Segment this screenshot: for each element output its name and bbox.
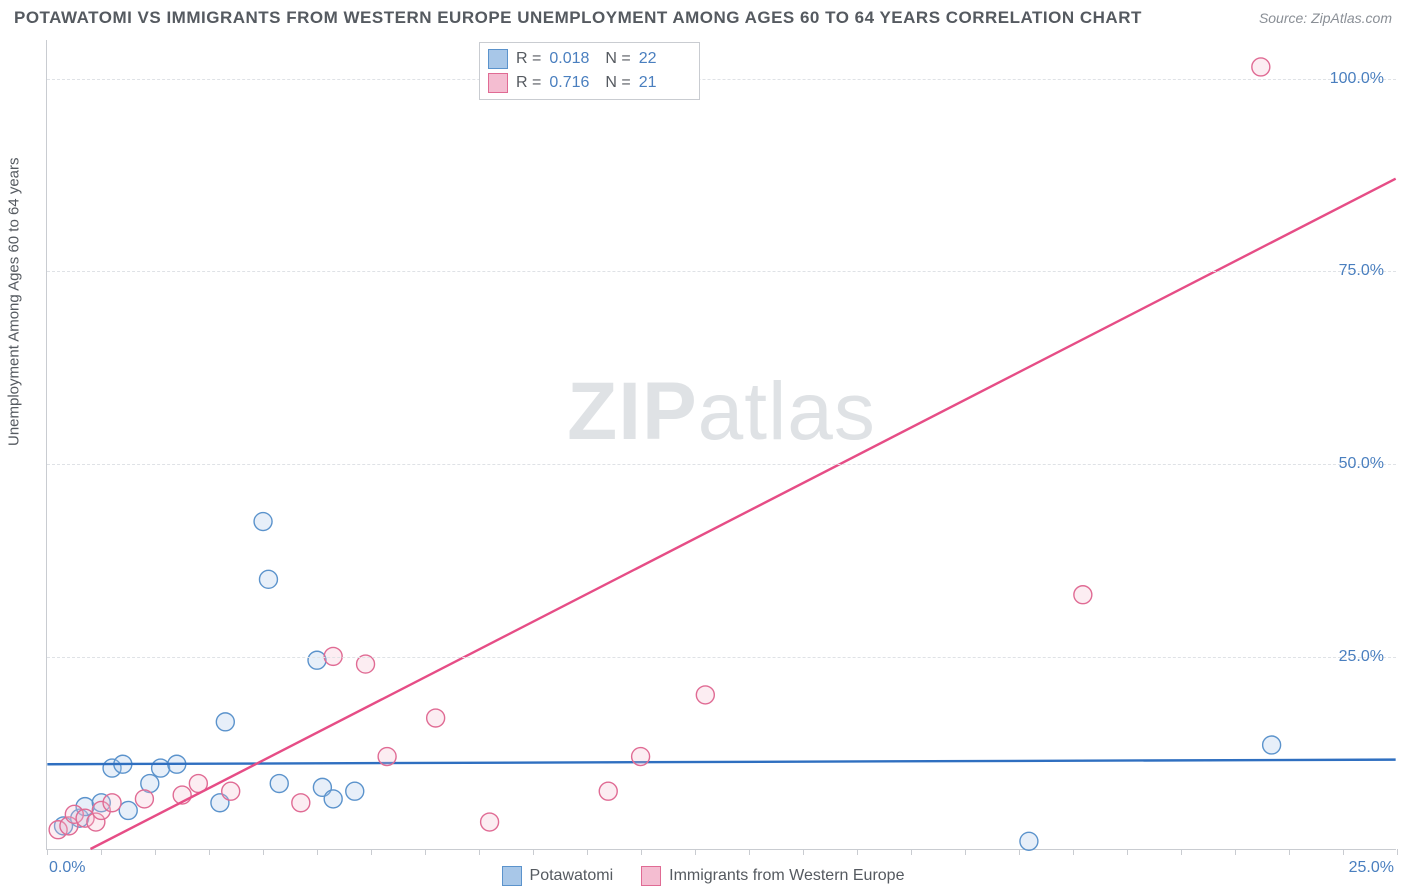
data-point-immigrants (292, 794, 310, 812)
x-tick (263, 849, 264, 855)
data-point-potawatomi (216, 713, 234, 731)
legend-label-immigrants: Immigrants from Western Europe (669, 867, 904, 885)
stats-legend: R = 0.018 N = 22 R = 0.716 N = 21 (479, 42, 700, 100)
data-point-potawatomi (1020, 832, 1038, 850)
data-point-potawatomi (346, 782, 364, 800)
data-point-immigrants (427, 709, 445, 727)
trendline-immigrants (90, 179, 1395, 849)
x-tick (47, 849, 48, 855)
x-tick (1073, 849, 1074, 855)
x-tick (101, 849, 102, 855)
stats-row-potawatomi: R = 0.018 N = 22 (488, 47, 687, 71)
source-credit: Source: ZipAtlas.com (1259, 10, 1392, 26)
n-value-potawatomi: 22 (639, 47, 687, 71)
legend-swatch-immigrants (641, 866, 661, 886)
data-point-immigrants (103, 794, 121, 812)
n-label: N = (605, 47, 630, 71)
x-tick (479, 849, 480, 855)
gridline (47, 271, 1396, 272)
n-value-immigrants: 21 (639, 71, 687, 95)
x-tick (533, 849, 534, 855)
data-point-potawatomi (324, 790, 342, 808)
r-label: R = (516, 47, 541, 71)
legend-item-immigrants: Immigrants from Western Europe (641, 866, 904, 886)
y-tick-label: 50.0% (1339, 455, 1384, 473)
x-tick (803, 849, 804, 855)
y-tick-label: 75.0% (1339, 262, 1384, 280)
y-axis-label: Unemployment Among Ages 60 to 64 years (6, 157, 23, 446)
x-tick (641, 849, 642, 855)
series-legend: Potawatomi Immigrants from Western Europ… (0, 866, 1406, 886)
r-label: R = (516, 71, 541, 95)
y-tick-label: 25.0% (1339, 648, 1384, 666)
x-tick (371, 849, 372, 855)
data-point-immigrants (696, 686, 714, 704)
data-point-immigrants (222, 782, 240, 800)
x-tick (965, 849, 966, 855)
data-point-potawatomi (254, 513, 272, 531)
data-point-potawatomi (270, 775, 288, 793)
x-tick (1235, 849, 1236, 855)
trendline-potawatomi (47, 760, 1395, 765)
x-tick (209, 849, 210, 855)
source-link[interactable]: ZipAtlas.com (1311, 10, 1392, 26)
data-point-immigrants (378, 748, 396, 766)
data-point-immigrants (481, 813, 499, 831)
data-point-potawatomi (259, 570, 277, 588)
data-point-immigrants (632, 748, 650, 766)
legend-swatch-potawatomi (502, 866, 522, 886)
gridline (47, 79, 1396, 80)
data-point-immigrants (1252, 58, 1270, 76)
data-point-potawatomi (119, 801, 137, 819)
gridline (47, 464, 1396, 465)
x-tick (749, 849, 750, 855)
r-value-immigrants: 0.716 (549, 71, 597, 95)
stats-row-immigrants: R = 0.716 N = 21 (488, 71, 687, 95)
plot-area: ZIPatlas 25.0%50.0%75.0%100.0%0.0%25.0%R… (46, 40, 1396, 850)
x-tick (1019, 849, 1020, 855)
x-tick (1397, 849, 1398, 855)
scatter-svg (47, 40, 1396, 849)
x-tick (1289, 849, 1290, 855)
x-tick (857, 849, 858, 855)
data-point-immigrants (135, 790, 153, 808)
legend-item-potawatomi: Potawatomi (502, 866, 614, 886)
n-label: N = (605, 71, 630, 95)
y-tick-label: 100.0% (1330, 70, 1384, 88)
x-tick (1343, 849, 1344, 855)
chart-title: POTAWATOMI VS IMMIGRANTS FROM WESTERN EU… (14, 8, 1142, 28)
x-tick (425, 849, 426, 855)
data-point-immigrants (599, 782, 617, 800)
x-tick (1181, 849, 1182, 855)
x-tick (911, 849, 912, 855)
gridline (47, 657, 1396, 658)
x-tick (695, 849, 696, 855)
x-tick (317, 849, 318, 855)
data-point-immigrants (1074, 586, 1092, 604)
data-point-potawatomi (152, 759, 170, 777)
data-point-potawatomi (1263, 736, 1281, 754)
source-prefix: Source: (1259, 10, 1311, 26)
data-point-potawatomi (308, 651, 326, 669)
x-tick (1127, 849, 1128, 855)
legend-label-potawatomi: Potawatomi (530, 867, 614, 885)
stats-swatch-immigrants (488, 73, 508, 93)
x-tick (587, 849, 588, 855)
r-value-potawatomi: 0.018 (549, 47, 597, 71)
stats-swatch-potawatomi (488, 49, 508, 69)
x-tick (155, 849, 156, 855)
